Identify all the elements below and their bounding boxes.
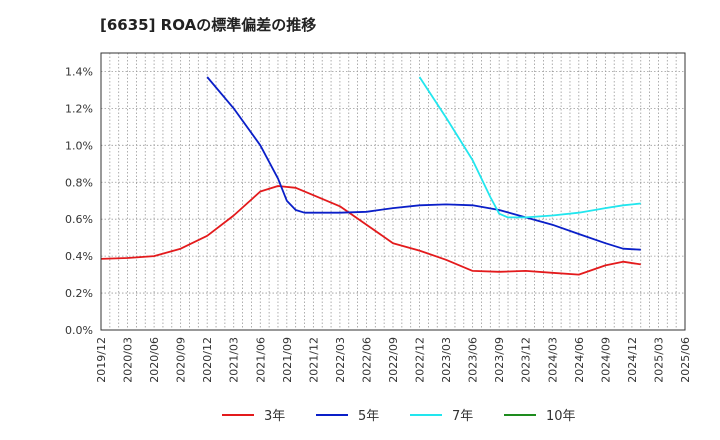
legend-label: 3年	[264, 409, 285, 424]
series-line-3	[418, 76, 641, 219]
x-tick-label: 2020/03	[122, 337, 135, 383]
series-line-1	[100, 185, 641, 276]
y-tick-label: 0.4%	[65, 250, 93, 263]
y-tick-label: 0.6%	[65, 213, 93, 226]
x-tick-label: 2023/03	[440, 337, 453, 383]
legend-label: 5年	[358, 409, 379, 424]
x-tick-label: 2022/03	[334, 337, 347, 383]
x-tick-label: 2020/06	[148, 337, 161, 383]
x-tick-label: 2023/12	[520, 337, 533, 383]
x-tick-label: 2023/06	[467, 337, 480, 383]
y-tick-label: 1.2%	[65, 102, 93, 115]
x-tick-label: 2022/09	[387, 337, 400, 383]
x-tick-label: 2021/06	[254, 337, 267, 383]
x-tick-label: 2020/12	[201, 337, 214, 383]
x-tick-label: 2021/12	[307, 337, 320, 383]
y-tick-label: 0.8%	[65, 176, 93, 189]
x-tick-label: 2021/03	[228, 337, 241, 383]
x-tick-label: 2024/12	[626, 337, 639, 383]
x-tick-label: 2025/06	[679, 337, 692, 383]
plot-frame	[100, 52, 686, 331]
y-tick-label: 0.0%	[65, 324, 93, 337]
series-line-2	[206, 76, 641, 251]
legend-label: 7年	[452, 409, 473, 424]
x-tick-label: 2022/06	[360, 337, 373, 383]
legend-label: 10年	[546, 409, 576, 424]
x-tick-label: 2022/12	[414, 337, 427, 383]
x-tick-label: 2025/03	[652, 337, 665, 383]
x-tick-label: 2024/03	[546, 337, 559, 383]
x-tick-label: 2021/09	[281, 337, 294, 383]
y-tick-label: 1.4%	[65, 65, 93, 78]
x-tick-label: 2024/06	[573, 337, 586, 383]
y-tick-label: 0.2%	[65, 287, 93, 300]
x-tick-label: 2023/09	[493, 337, 506, 383]
chart-title: [6635] ROAの標準偏差の推移	[100, 16, 317, 34]
y-tick-label: 1.0%	[65, 139, 93, 152]
x-tick-label: 2019/12	[95, 337, 108, 383]
x-tick-label: 2020/09	[175, 337, 188, 383]
x-tick-label: 2024/09	[599, 337, 612, 383]
